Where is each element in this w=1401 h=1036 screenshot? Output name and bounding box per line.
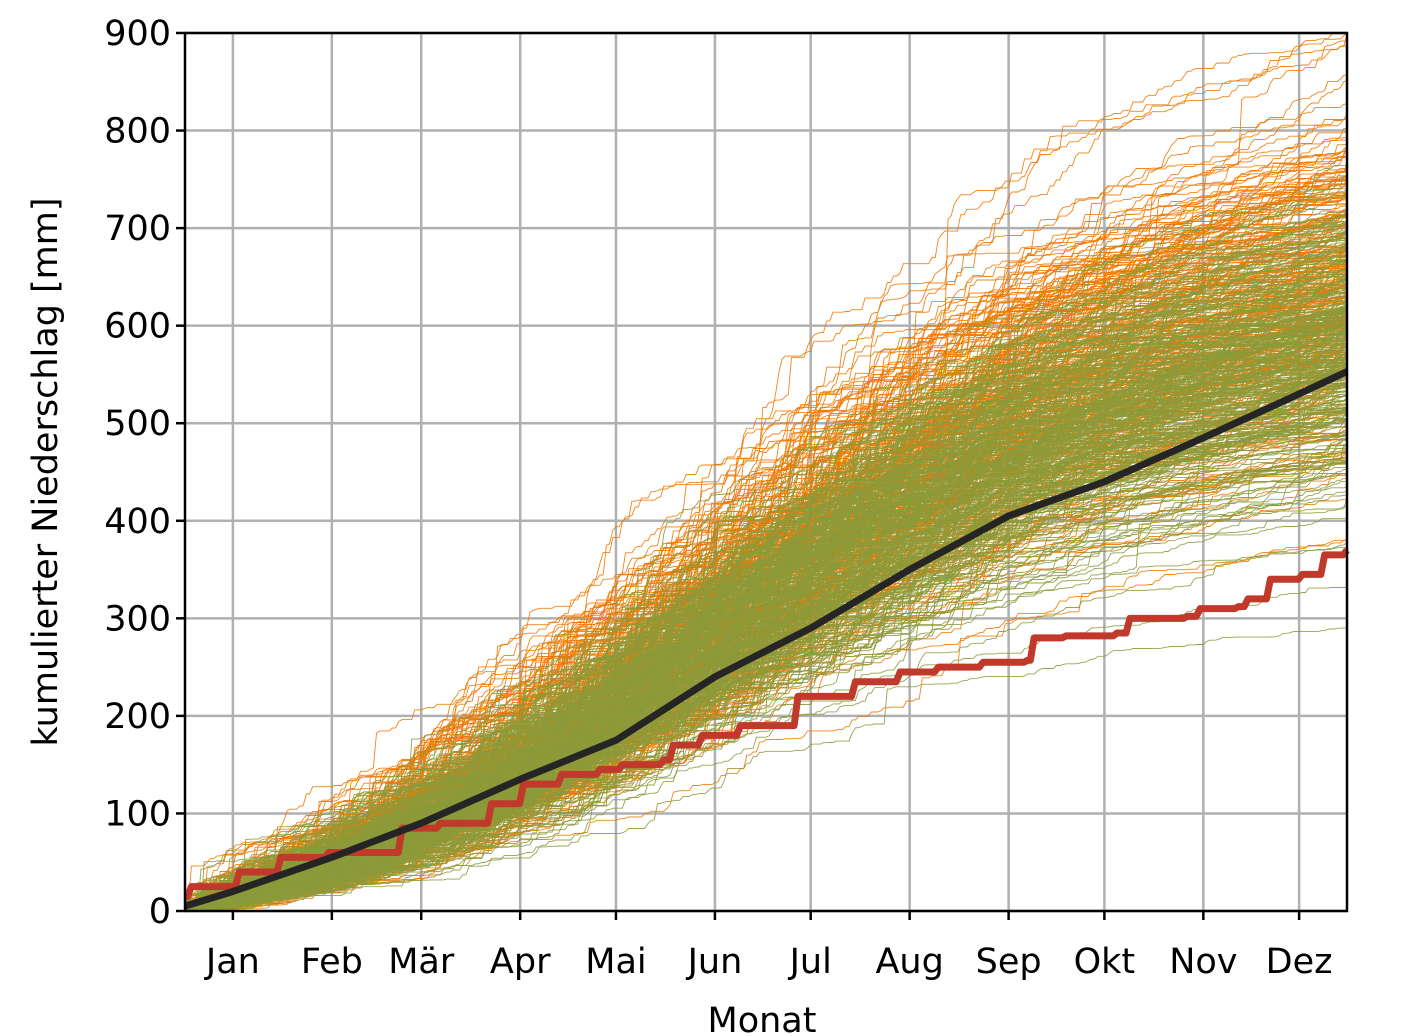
- x-tick-label: Jul: [788, 942, 832, 982]
- y-tick-label: 700: [104, 209, 171, 249]
- ensemble-line: [185, 223, 1348, 912]
- ensemble-line: [184, 307, 1347, 911]
- main-series: [183, 368, 1350, 910]
- y-tick-label: 600: [104, 307, 171, 347]
- y-tick-label: 100: [104, 794, 171, 834]
- ensemble-line: [185, 220, 1348, 912]
- ensemble-line: [184, 223, 1348, 912]
- ensemble-line: [184, 418, 1347, 912]
- ensemble-line: [184, 214, 1348, 911]
- x-tick-label: Aug: [875, 942, 943, 982]
- ensemble-line: [184, 233, 1347, 911]
- ensemble-line: [185, 435, 1347, 912]
- ensemble-line: [184, 308, 1348, 911]
- ensemble-line: [185, 542, 1348, 912]
- ensemble-line: [184, 74, 1347, 911]
- ensemble-line: [185, 393, 1348, 912]
- x-tick-label: Jan: [204, 942, 260, 982]
- y-tick-label: 300: [104, 599, 171, 639]
- ensemble-line: [185, 332, 1347, 912]
- y-tick-label: 0: [149, 892, 171, 932]
- ensemble-line: [185, 337, 1347, 912]
- ensemble-line: [184, 391, 1348, 911]
- ensemble-line: [184, 262, 1347, 912]
- ensemble-line: [184, 163, 1348, 911]
- x-tick-label: Sep: [976, 942, 1042, 982]
- ensemble-line: [184, 311, 1347, 912]
- ensemble-line: [184, 229, 1348, 912]
- x-axis-label: Monat: [708, 1001, 817, 1036]
- ensemble-line: [185, 307, 1347, 912]
- x-tick-label: Dez: [1266, 942, 1333, 982]
- axes: Jan Feb Mär Apr Mai Jun Jul Aug Sep Okt Nov Dez 0 100…: [104, 14, 1332, 982]
- mean-line: [183, 368, 1349, 910]
- ensemble-line: [184, 274, 1347, 912]
- x-tick-label: Feb: [301, 942, 363, 982]
- ensemble-line: [184, 294, 1348, 912]
- y-tick-label: 800: [104, 112, 171, 152]
- y-axis-label: kumulierter Niederschlag [mm]: [26, 197, 66, 746]
- ensemble-line: [184, 319, 1348, 912]
- current-year-line: [184, 547, 1350, 900]
- ensemble-line: [185, 369, 1347, 912]
- ensemble-line: [184, 284, 1348, 912]
- ensemble-line: [184, 316, 1348, 911]
- plot-frame: [183, 31, 1349, 913]
- ensemble-line: [185, 279, 1348, 912]
- y-tick-label: 200: [104, 697, 171, 737]
- x-tick-label: Jun: [686, 942, 743, 982]
- ensemble-line: [184, 221, 1347, 911]
- y-tick-label: 500: [104, 404, 171, 444]
- ensemble-line: [184, 400, 1347, 912]
- ensemble-line: [184, 292, 1347, 912]
- x-tick-label: Mai: [585, 942, 646, 982]
- ensemble-line: [185, 437, 1347, 912]
- ensemble-line: [185, 486, 1348, 912]
- ensemble-line: [184, 366, 1347, 912]
- ensemble-line: [184, 269, 1348, 911]
- x-tick-label: Okt: [1074, 942, 1136, 982]
- ensemble-line: [185, 309, 1348, 912]
- ensemble-line: [185, 365, 1348, 912]
- ensemble-line: [184, 627, 1347, 911]
- ensemble-line: [184, 261, 1347, 911]
- x-tick-label: Nov: [1169, 942, 1237, 982]
- ensemble-line: [184, 145, 1348, 912]
- ensemble-line: [185, 186, 1347, 912]
- x-tick-label: Mär: [388, 942, 455, 982]
- ensemble-lines: [184, 32, 1348, 912]
- ensemble-line: [185, 377, 1347, 912]
- y-tick-label: 400: [104, 502, 171, 542]
- ensemble-line: [184, 329, 1347, 912]
- ensemble-line: [184, 408, 1347, 912]
- x-tick-label: Apr: [490, 942, 551, 982]
- y-tick-label: 900: [104, 14, 171, 54]
